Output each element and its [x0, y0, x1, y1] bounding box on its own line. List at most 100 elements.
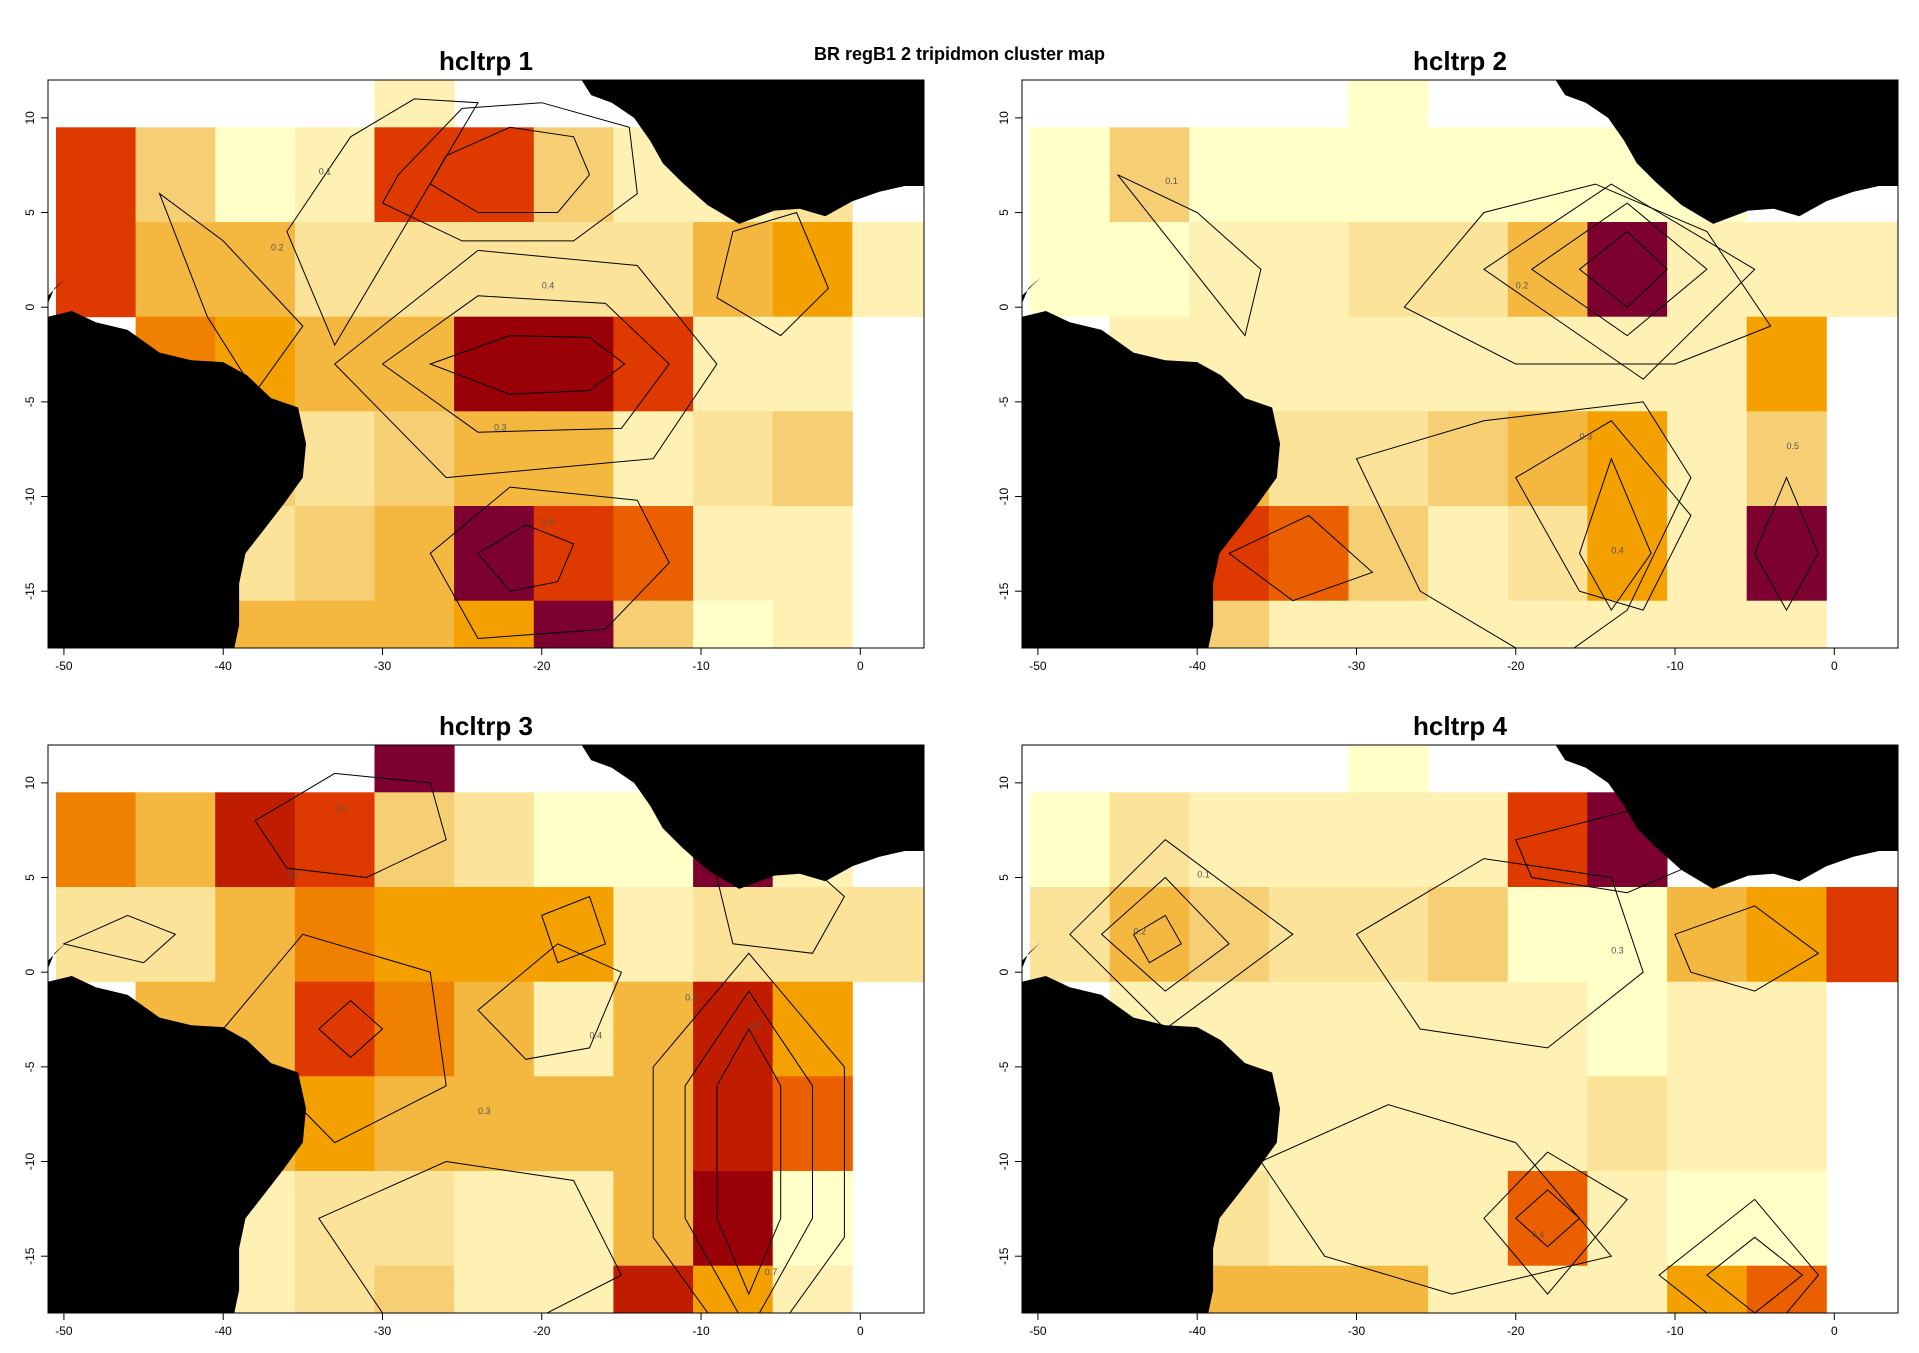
y-tick-label: -15: [997, 1247, 1011, 1265]
heatmap-cell: [1746, 222, 1827, 318]
contour-line: [254, 772, 447, 879]
contour-line: [333, 249, 718, 479]
map-panel-2: hcltrp 2 0.1 0.2 0.3 0.4 0.5 -50 -40 -30 -20 -10 0…: [997, 46, 1899, 688]
contour-line: [1674, 905, 1820, 992]
heatmap-cell: [533, 1171, 614, 1267]
heatmap-cell: [374, 981, 455, 1077]
heatmap-cell: [294, 506, 375, 602]
heatmap-cell: [1507, 127, 1588, 223]
contour-line: [62, 914, 177, 964]
contour-line: [429, 126, 591, 213]
contour-line: [318, 999, 384, 1059]
heatmap-cell: [1746, 600, 1827, 648]
contour-line: [222, 933, 447, 1144]
heatmap-cell: [852, 222, 924, 318]
heatmap-cell: [1667, 1171, 1748, 1267]
heatmap-cell: [374, 411, 455, 507]
heatmap-cell: [772, 506, 853, 602]
heatmap-cell: [215, 792, 296, 888]
contour-line: [1355, 858, 1644, 1049]
heatmap-cell: [135, 792, 216, 888]
contour-line: [381, 102, 638, 242]
x-tick-label: -40: [215, 1324, 233, 1338]
heatmap-cell: [693, 316, 774, 412]
heatmap-cell: [693, 600, 774, 648]
heatmap-cell: [1587, 1076, 1668, 1172]
heatmap-cell: [1268, 1265, 1349, 1313]
contour-line: [716, 211, 829, 337]
heatmap-cell: [374, 127, 455, 223]
y-tick-label: 5: [997, 874, 1011, 881]
heatmap-cell: [294, 887, 375, 983]
contour-label: 0.2: [1516, 280, 1529, 290]
land-south-america: [1022, 976, 1280, 1313]
heatmap-cell: [613, 1265, 694, 1313]
heatmap-cell: [1268, 506, 1349, 602]
contour-label: 0.4: [542, 280, 555, 290]
plot-frame: [1021, 744, 1899, 1314]
heatmap-cell: [1507, 887, 1588, 983]
heatmap-cell: [693, 1171, 774, 1267]
heatmap-cell: [1507, 1076, 1588, 1172]
contour-label: 0.5: [749, 1021, 762, 1031]
x-tick-label: -30: [374, 659, 392, 673]
y-tick-label: -10: [997, 1153, 1011, 1171]
heatmap-cell: [1428, 222, 1509, 318]
heatmap-cell: [374, 887, 455, 983]
heatmap-cell: [1109, 222, 1190, 318]
x-tick-label: 0: [1831, 1324, 1838, 1338]
heatmap-cell: [1268, 887, 1349, 983]
contour-label: 0.2: [271, 242, 284, 252]
heatmap-cell: [1746, 887, 1827, 983]
plot-area: 0.1 0.2 0.3 0.4 0.5: [48, 80, 924, 648]
heatmap-cell: [1348, 316, 1429, 412]
heatmap-map: 0.1 0.2 0.3 0.4 -50 -40 -30 -20 -10 0 10 5 0 -5 -10 -15: [997, 744, 1899, 1338]
heatmap-cell: [1348, 1265, 1429, 1313]
heatmap-cell: [772, 1265, 853, 1313]
heatmap-cell: [1268, 600, 1349, 648]
x-tick-label: -40: [1189, 659, 1207, 673]
heatmap-cell: [374, 316, 455, 412]
plot-frame: [47, 744, 925, 1314]
heatmap-cell: [1667, 887, 1748, 983]
heatmap-cell: [294, 600, 375, 648]
contour-label: 0.3: [494, 422, 507, 432]
contour-label: 0.4: [590, 1031, 603, 1041]
heatmap-cell: [56, 792, 137, 888]
panel-title: hcltrp 3: [439, 711, 533, 741]
contour-line: [158, 192, 304, 394]
heatmap-cell: [454, 981, 535, 1077]
heatmap-cell: [1268, 316, 1349, 412]
plot-area: 0.1 0.2 0.3 0.4 0.5: [1022, 80, 1898, 648]
x-tick-label: -50: [55, 1324, 73, 1338]
x-tick-label: -50: [1029, 1324, 1047, 1338]
y-tick-label: -10: [23, 488, 37, 506]
heatmap-cell: [1667, 411, 1748, 507]
heatmap-cell: [454, 127, 535, 223]
y-tick-label: 0: [997, 969, 1011, 976]
panel-title: hcltrp 1: [439, 46, 533, 76]
heatmap-cell: [1348, 127, 1429, 223]
contour-label: 0.1: [1197, 870, 1210, 880]
main-title: BR regB1 2 tripidmon cluster map: [813, 44, 1106, 64]
heatmap-cell: [1109, 792, 1190, 888]
y-tick-label: -15: [23, 1247, 37, 1265]
x-tick-label: -10: [692, 659, 710, 673]
heatmap-cell: [1348, 1076, 1429, 1172]
contour-label: 0.5: [1787, 441, 1800, 451]
y-tick-label: -5: [23, 1061, 37, 1072]
heatmap-cell: [533, 981, 614, 1077]
map-panel-4: hcltrp 4 0.1 0.2 0.3 0.4 -50 -40 -30 -20 -10 0 10 5…: [997, 711, 1899, 1353]
heatmap-cell: [852, 887, 924, 983]
y-tick-label: 10: [997, 111, 1011, 125]
heatmap-cell: [613, 600, 694, 648]
heatmap-cell: [454, 506, 535, 602]
y-tick-label: -5: [23, 396, 37, 407]
land-south-america: [1022, 311, 1280, 648]
x-tick-label: -40: [1189, 1324, 1207, 1338]
contour-label: 0.6: [685, 993, 698, 1003]
contour-line: [1132, 914, 1182, 964]
contour-line: [477, 943, 623, 1060]
heatmap-cell: [1109, 127, 1190, 223]
contour-line: [1530, 202, 1708, 337]
